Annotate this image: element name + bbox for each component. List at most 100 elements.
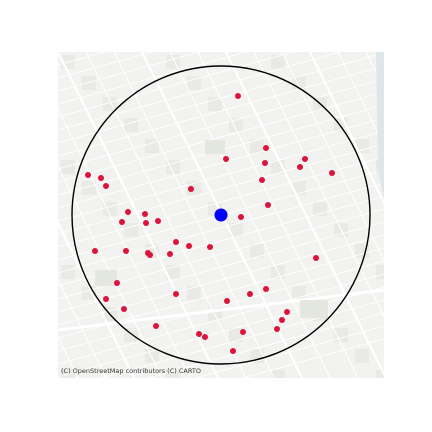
city-block (208, 97, 222, 111)
street-line (146, 312, 384, 378)
avenue-line (113, 52, 275, 378)
poi-point (155, 218, 161, 224)
poi-point (235, 93, 241, 99)
poi-point (173, 291, 179, 297)
street-line (58, 0, 384, 13)
city-block (250, 139, 264, 153)
street-line (58, 130, 384, 222)
poi-point (103, 296, 109, 302)
poi-point (196, 331, 202, 337)
city-block (82, 76, 96, 90)
city-block (61, 160, 75, 174)
street-line (58, 260, 384, 352)
street-line (58, 286, 384, 378)
poi-point (259, 177, 265, 183)
avenue-line (197, 52, 359, 378)
street-line (58, 182, 384, 274)
city-block (166, 370, 180, 378)
poi-point (186, 243, 192, 249)
poi-point (202, 334, 208, 340)
poi-point (167, 251, 173, 257)
poi-points (85, 93, 335, 354)
street-line (58, 273, 384, 365)
poi-point (98, 175, 104, 181)
poi-point (263, 286, 269, 292)
street-line (58, 52, 249, 105)
street-line (58, 91, 384, 183)
poi-point (313, 255, 319, 261)
poi-point (263, 145, 269, 151)
city-block (145, 349, 159, 363)
street-line (58, 52, 296, 118)
avenue-line (253, 52, 384, 319)
avenue-line (169, 52, 331, 378)
avenue-line (58, 52, 219, 378)
poi-point (329, 170, 335, 176)
center-marker (214, 208, 228, 222)
poi-point (274, 326, 280, 332)
street-line (58, 0, 384, 26)
park-area (95, 270, 117, 286)
poi-point (302, 156, 308, 162)
poi-point (207, 244, 213, 250)
street-line (58, 52, 384, 144)
street-line (58, 52, 201, 92)
avenue-line (85, 52, 247, 378)
poi-point (92, 248, 98, 254)
river-water (376, 52, 384, 200)
city-block (187, 286, 201, 300)
poi-point (103, 183, 109, 189)
search-radius-circle (71, 65, 371, 365)
poi-point (147, 252, 153, 258)
poi-point (119, 219, 125, 225)
avenue-line (309, 52, 384, 206)
avenue-line (58, 278, 107, 378)
city-block (124, 223, 138, 237)
avenue-line (337, 52, 384, 147)
city-block (355, 244, 369, 258)
city-block (376, 370, 384, 378)
poi-point (230, 348, 236, 354)
city-block (250, 244, 264, 258)
city-block (229, 328, 243, 342)
poi-point (240, 329, 246, 335)
city-block (187, 76, 201, 90)
street-line (58, 78, 384, 170)
park-area (205, 140, 225, 154)
street-line (193, 325, 384, 378)
street-line (58, 143, 384, 235)
poi-point (123, 248, 129, 254)
city-block (250, 349, 264, 363)
city-block (82, 181, 96, 195)
city-block (334, 328, 348, 342)
city-block (271, 55, 285, 69)
poi-point (265, 202, 271, 208)
poi-point (224, 298, 230, 304)
poi-point (284, 309, 290, 315)
avenue-line (58, 164, 163, 378)
poi-point (247, 291, 253, 297)
street-line (58, 52, 154, 79)
street-line (58, 221, 384, 313)
street-line (58, 52, 343, 131)
street-line (241, 338, 384, 378)
poi-point (279, 317, 285, 323)
city-block (355, 349, 369, 363)
major-road (58, 288, 384, 332)
poi-point (114, 280, 120, 286)
poi-point (125, 209, 131, 215)
poi-point (153, 323, 159, 329)
poi-point (297, 164, 303, 170)
street-line (58, 65, 384, 157)
avenue-line (225, 52, 384, 377)
street-line (58, 234, 384, 326)
city-block (376, 265, 384, 279)
avenue-line (58, 107, 191, 378)
poi-point (188, 186, 194, 192)
poi-point (143, 220, 149, 226)
street-line (99, 299, 384, 378)
city-block (271, 370, 285, 378)
avenue-line (394, 52, 432, 378)
